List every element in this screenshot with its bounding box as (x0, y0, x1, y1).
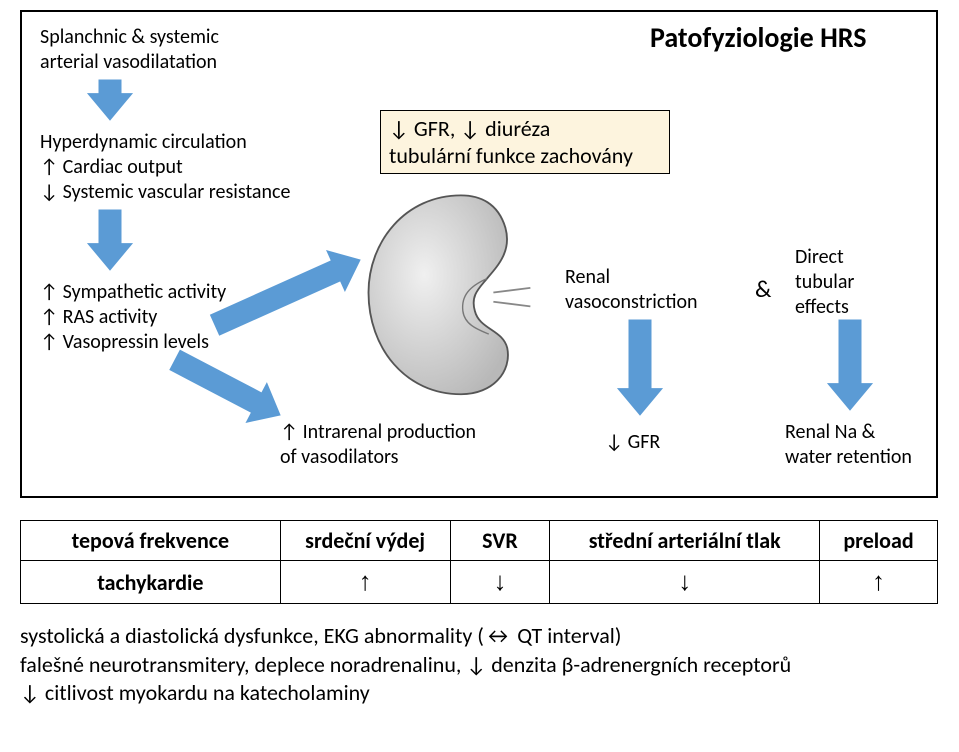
table-cell: ↑ (280, 561, 450, 604)
block-ras: ↑ Sympathetic activity↑ RAS activity↑ Va… (40, 280, 300, 355)
table-header: střední arteriální tlak (550, 521, 820, 561)
block-dte: Directtubulareffects (795, 245, 935, 320)
table-header: srdeční výdej (280, 521, 450, 561)
footer-line: falešné neurotransmitery, deplece noradr… (20, 651, 938, 680)
block-retention: Renal Na &water retention (785, 420, 945, 470)
hemodynamics-table: tepová frekvencesrdeční výdejSVRstřední … (20, 520, 938, 604)
footer-notes: systolická a diastolická dysfunkce, EKG … (20, 622, 938, 708)
block-intrarenal: ↑ Intrarenal production of vasodilators (280, 420, 540, 470)
table-header: tepová frekvence (21, 521, 281, 561)
table-cell: tachykardie (21, 561, 281, 604)
table-cell: ↑ (820, 561, 938, 604)
table-header: preload (820, 521, 938, 561)
block-rvc: Renalvasoconstriction (565, 265, 745, 315)
block-gfr: ↓ GFR (605, 430, 705, 455)
footer-line: ↓ citlivost myokardu na katecholaminy (20, 679, 938, 708)
block-vasodil: Splanchnic & systemicarterial vasodilata… (40, 25, 320, 75)
slide: Patofyziologie HRS ↓ GFR, ↓ diuréza tubu… (0, 0, 959, 752)
table-cell: ↓ (450, 561, 550, 604)
block-hyperdyn: Hyperdynamic circulation↑ Cardiac output… (40, 130, 360, 205)
table-cell: ↓ (550, 561, 820, 604)
table-header: SVR (450, 521, 550, 561)
block-amp: & (755, 275, 785, 305)
footer-line: systolická a diastolická dysfunkce, EKG … (20, 622, 938, 651)
